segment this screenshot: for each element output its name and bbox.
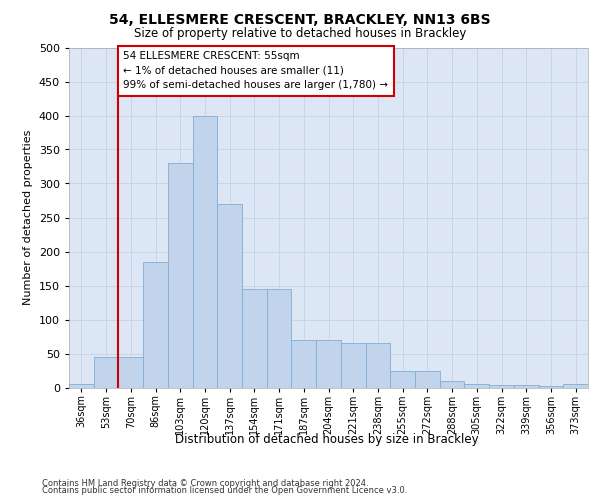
Bar — [365, 344, 390, 388]
Bar — [94, 357, 118, 388]
Bar — [168, 163, 193, 388]
Bar — [292, 340, 316, 388]
Text: Size of property relative to detached houses in Brackley: Size of property relative to detached ho… — [134, 28, 466, 40]
Bar — [316, 340, 341, 388]
Bar — [242, 289, 267, 388]
Text: 54 ELLESMERE CRESCENT: 55sqm
← 1% of detached houses are smaller (11)
99% of sem: 54 ELLESMERE CRESCENT: 55sqm ← 1% of det… — [124, 51, 388, 90]
Text: Contains public sector information licensed under the Open Government Licence v3: Contains public sector information licen… — [42, 486, 407, 495]
Text: Distribution of detached houses by size in Brackley: Distribution of detached houses by size … — [175, 432, 479, 446]
Bar — [390, 370, 415, 388]
Bar — [514, 386, 539, 388]
Bar — [539, 386, 563, 388]
Bar — [341, 344, 365, 388]
Bar — [464, 384, 489, 388]
Bar — [415, 370, 440, 388]
Bar — [440, 380, 464, 388]
Text: 54, ELLESMERE CRESCENT, BRACKLEY, NN13 6BS: 54, ELLESMERE CRESCENT, BRACKLEY, NN13 6… — [109, 12, 491, 26]
Bar — [143, 262, 168, 388]
Bar — [267, 289, 292, 388]
Bar — [217, 204, 242, 388]
Bar — [563, 384, 588, 388]
Bar — [118, 357, 143, 388]
Bar — [193, 116, 217, 388]
Bar — [69, 384, 94, 388]
Text: Contains HM Land Registry data © Crown copyright and database right 2024.: Contains HM Land Registry data © Crown c… — [42, 478, 368, 488]
Y-axis label: Number of detached properties: Number of detached properties — [23, 130, 33, 305]
Bar — [489, 386, 514, 388]
